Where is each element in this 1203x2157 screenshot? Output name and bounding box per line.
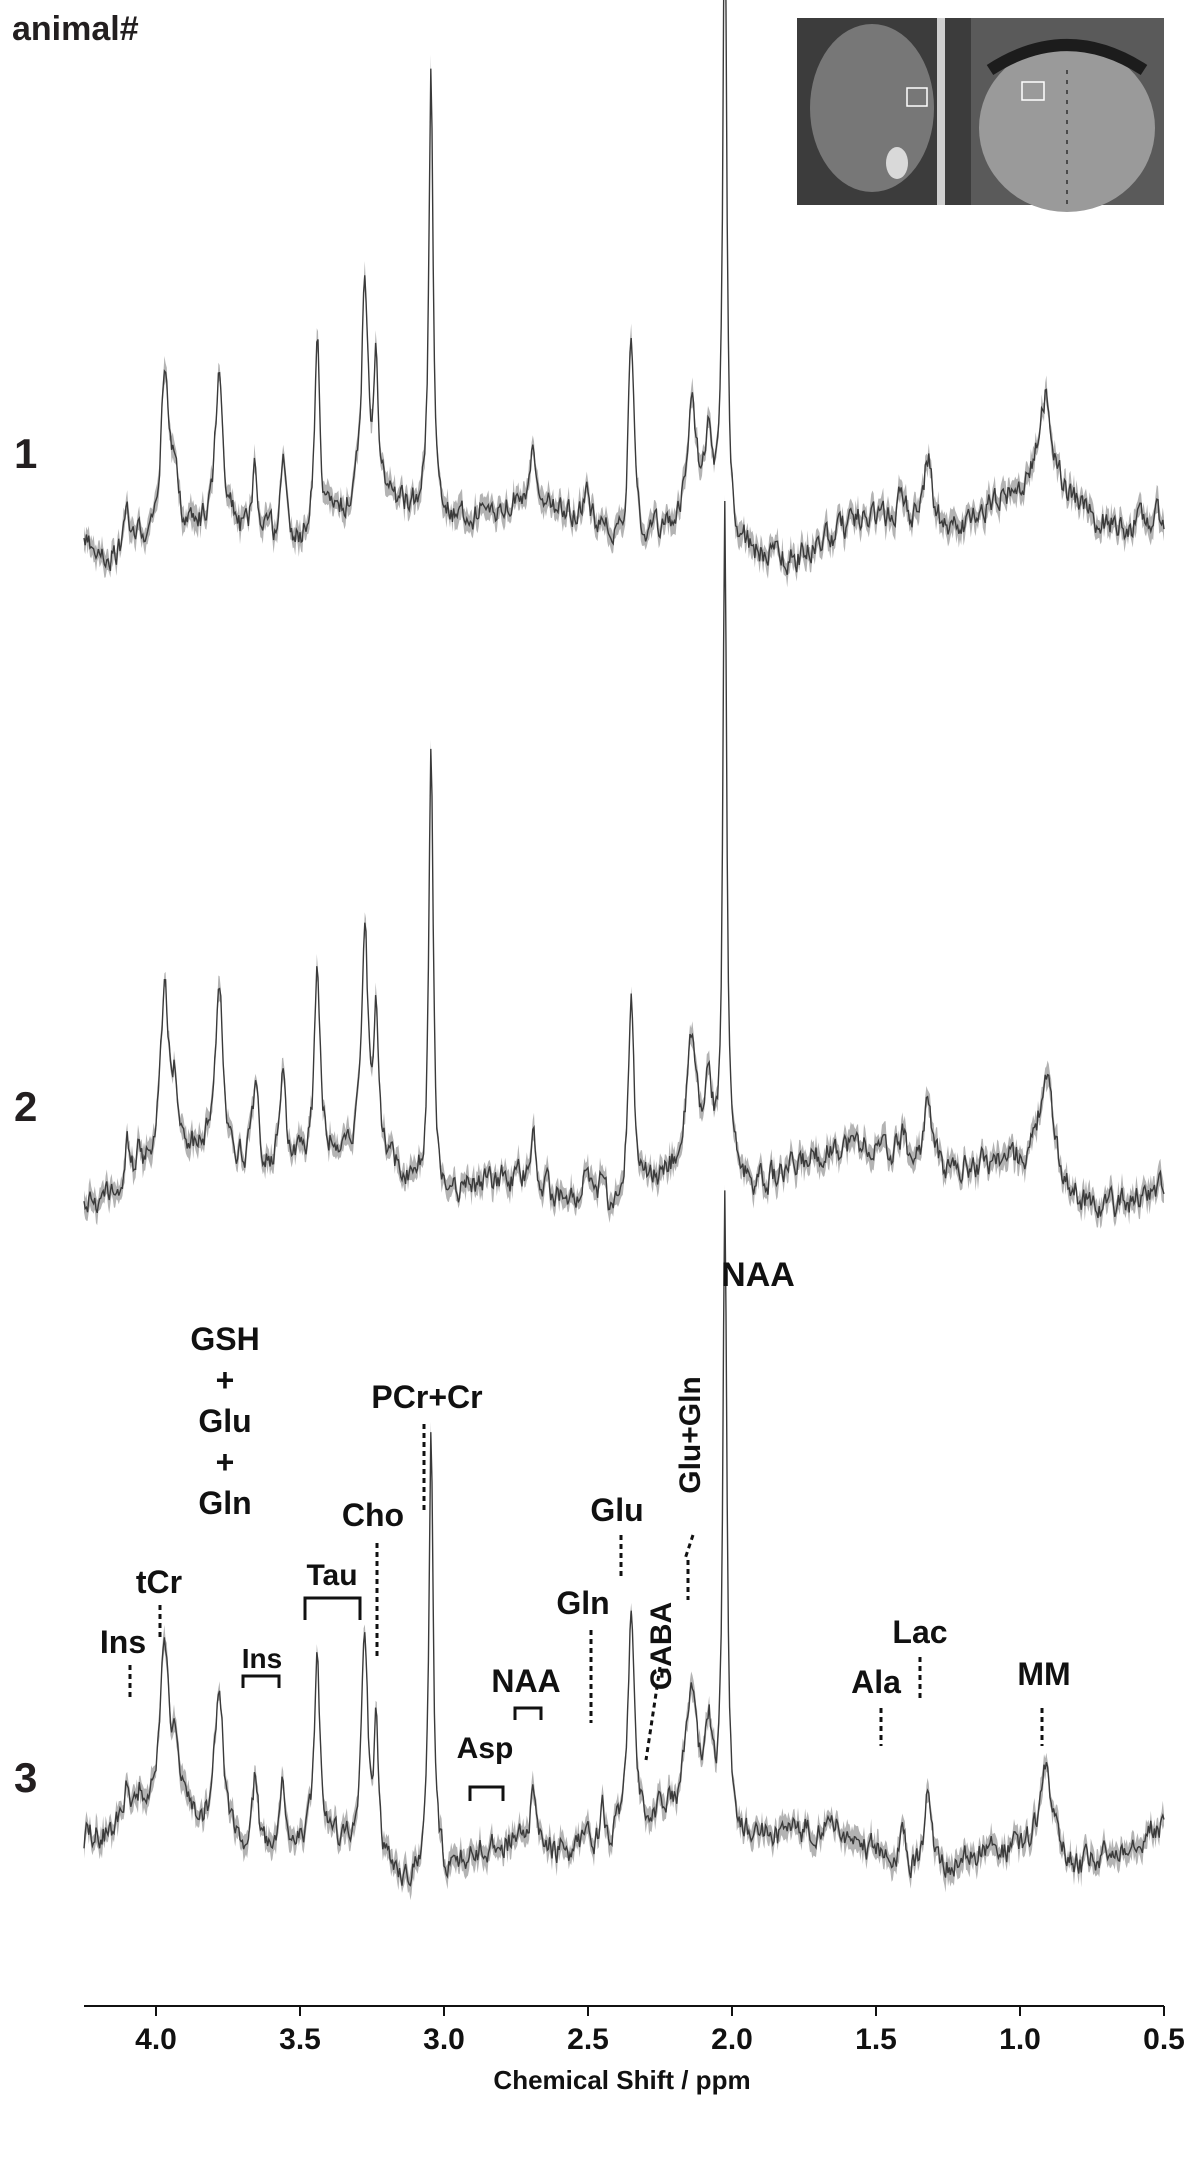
mri-inset — [797, 18, 1164, 212]
mri-sagittal-brain — [810, 24, 934, 192]
peak-annotation: Cho — [342, 1497, 404, 1533]
animal-label: animal# — [12, 10, 139, 48]
mri-sagittal-bright-spot — [886, 147, 908, 179]
voxel-box-sagittal — [906, 87, 928, 107]
x-tick-label: 3.0 — [423, 2023, 465, 2056]
peak-annotation: tCr — [136, 1564, 182, 1600]
peak-annotation: + — [216, 1362, 235, 1398]
annotation-leader — [683, 1534, 695, 1560]
series-band — [84, 0, 1164, 588]
series-line — [83, 500, 1165, 1219]
annotation-bracket — [241, 1674, 281, 1688]
peak-annotation: MM — [1017, 1656, 1070, 1692]
peak-annotation: PCr+Cr — [371, 1379, 482, 1415]
mri-axial-brain — [979, 44, 1155, 212]
peak-annotation: Glu — [590, 1492, 643, 1528]
x-tick-label: 1.5 — [855, 2023, 897, 2056]
annotation-bracket — [513, 1706, 543, 1720]
peak-annotation: NAA — [721, 1256, 795, 1294]
peak-annotation: Ala — [851, 1664, 901, 1700]
series-label: 3 — [14, 1754, 37, 1801]
peak-annotation: NAA — [491, 1663, 560, 1699]
peak-annotation: Glu+Gln — [674, 1376, 707, 1494]
peak-annotation: Gln — [556, 1585, 609, 1621]
mri-axial-cortex — [986, 39, 1148, 76]
annotation-bracket — [303, 1596, 362, 1620]
x-axis: 4.0 3.5 3.0 2.5 2.0 1.5 1.0 0.5 — [84, 2005, 1185, 2056]
x-tick-label: 4.0 — [135, 2023, 177, 2056]
peak-annotation: Lac — [892, 1614, 947, 1650]
series-line — [83, 1190, 1165, 1887]
series-labels: 1 2 3 — [14, 430, 37, 1801]
annotation-bracket — [468, 1785, 505, 1801]
annotation-leader — [644, 1666, 662, 1761]
x-tick-label: 2.0 — [711, 2023, 753, 2056]
peak-annotation: GABA — [645, 1602, 678, 1690]
peak-annotation: Ins — [100, 1624, 146, 1660]
x-tick-label: 3.5 — [279, 2023, 321, 2056]
x-tick-label: 0.5 — [1143, 2023, 1185, 2056]
peak-annotation: Ins — [242, 1643, 282, 1674]
mri-sagittal-divider — [937, 18, 945, 205]
x-tick-label: 1.0 — [999, 2023, 1041, 2056]
series-band — [84, 494, 1164, 1229]
series-band — [84, 1184, 1164, 1901]
series-label: 1 — [14, 430, 37, 477]
peak-annotation: Asp — [457, 1732, 514, 1765]
x-axis-label: Chemical Shift / ppm — [493, 2065, 750, 2095]
peak-annotation: Gln — [198, 1485, 251, 1521]
x-tick-label: 2.5 — [567, 2023, 609, 2056]
peak-annotation: GSH — [190, 1321, 259, 1357]
peak-annotation: + — [216, 1444, 235, 1480]
spectra-layer — [83, 0, 1165, 1901]
series-label: 2 — [14, 1083, 37, 1130]
voxel-box-axial — [1021, 81, 1045, 101]
peak-annotation: Tau — [306, 1559, 357, 1592]
series-line — [83, 0, 1165, 575]
peak-annotation: Glu — [198, 1403, 251, 1439]
